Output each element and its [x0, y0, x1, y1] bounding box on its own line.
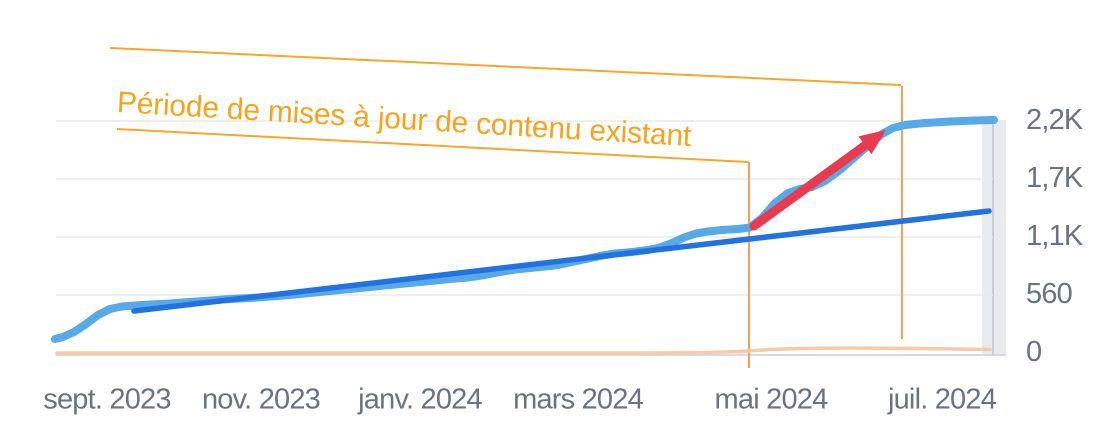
growth-arrow-shaft: [749, 139, 872, 231]
annotation-diagonal-line: [116, 128, 749, 163]
x-axis-label: janv. 2024: [358, 383, 482, 416]
x-axis-label: nov. 2023: [201, 383, 321, 416]
y-axis-label: 2,2K: [1026, 103, 1083, 136]
growth-arrow-head: [858, 130, 886, 155]
y-axis-label: 560: [1026, 277, 1073, 310]
x-axis-label: juil. 2024: [887, 383, 997, 416]
secondary-series-line: [55, 346, 992, 355]
y-axis-label: 0: [1026, 335, 1042, 368]
y-axis-label: 1,1K: [1026, 219, 1083, 252]
trend-line: [131, 208, 992, 314]
x-axis-label: mai 2024: [714, 383, 829, 416]
x-axis-label: sept. 2023: [43, 383, 171, 416]
annotation-diagonal-line: [109, 47, 902, 86]
y-axis-label: 1,7K: [1026, 161, 1083, 194]
x-axis-label: mars 2024: [513, 383, 644, 416]
